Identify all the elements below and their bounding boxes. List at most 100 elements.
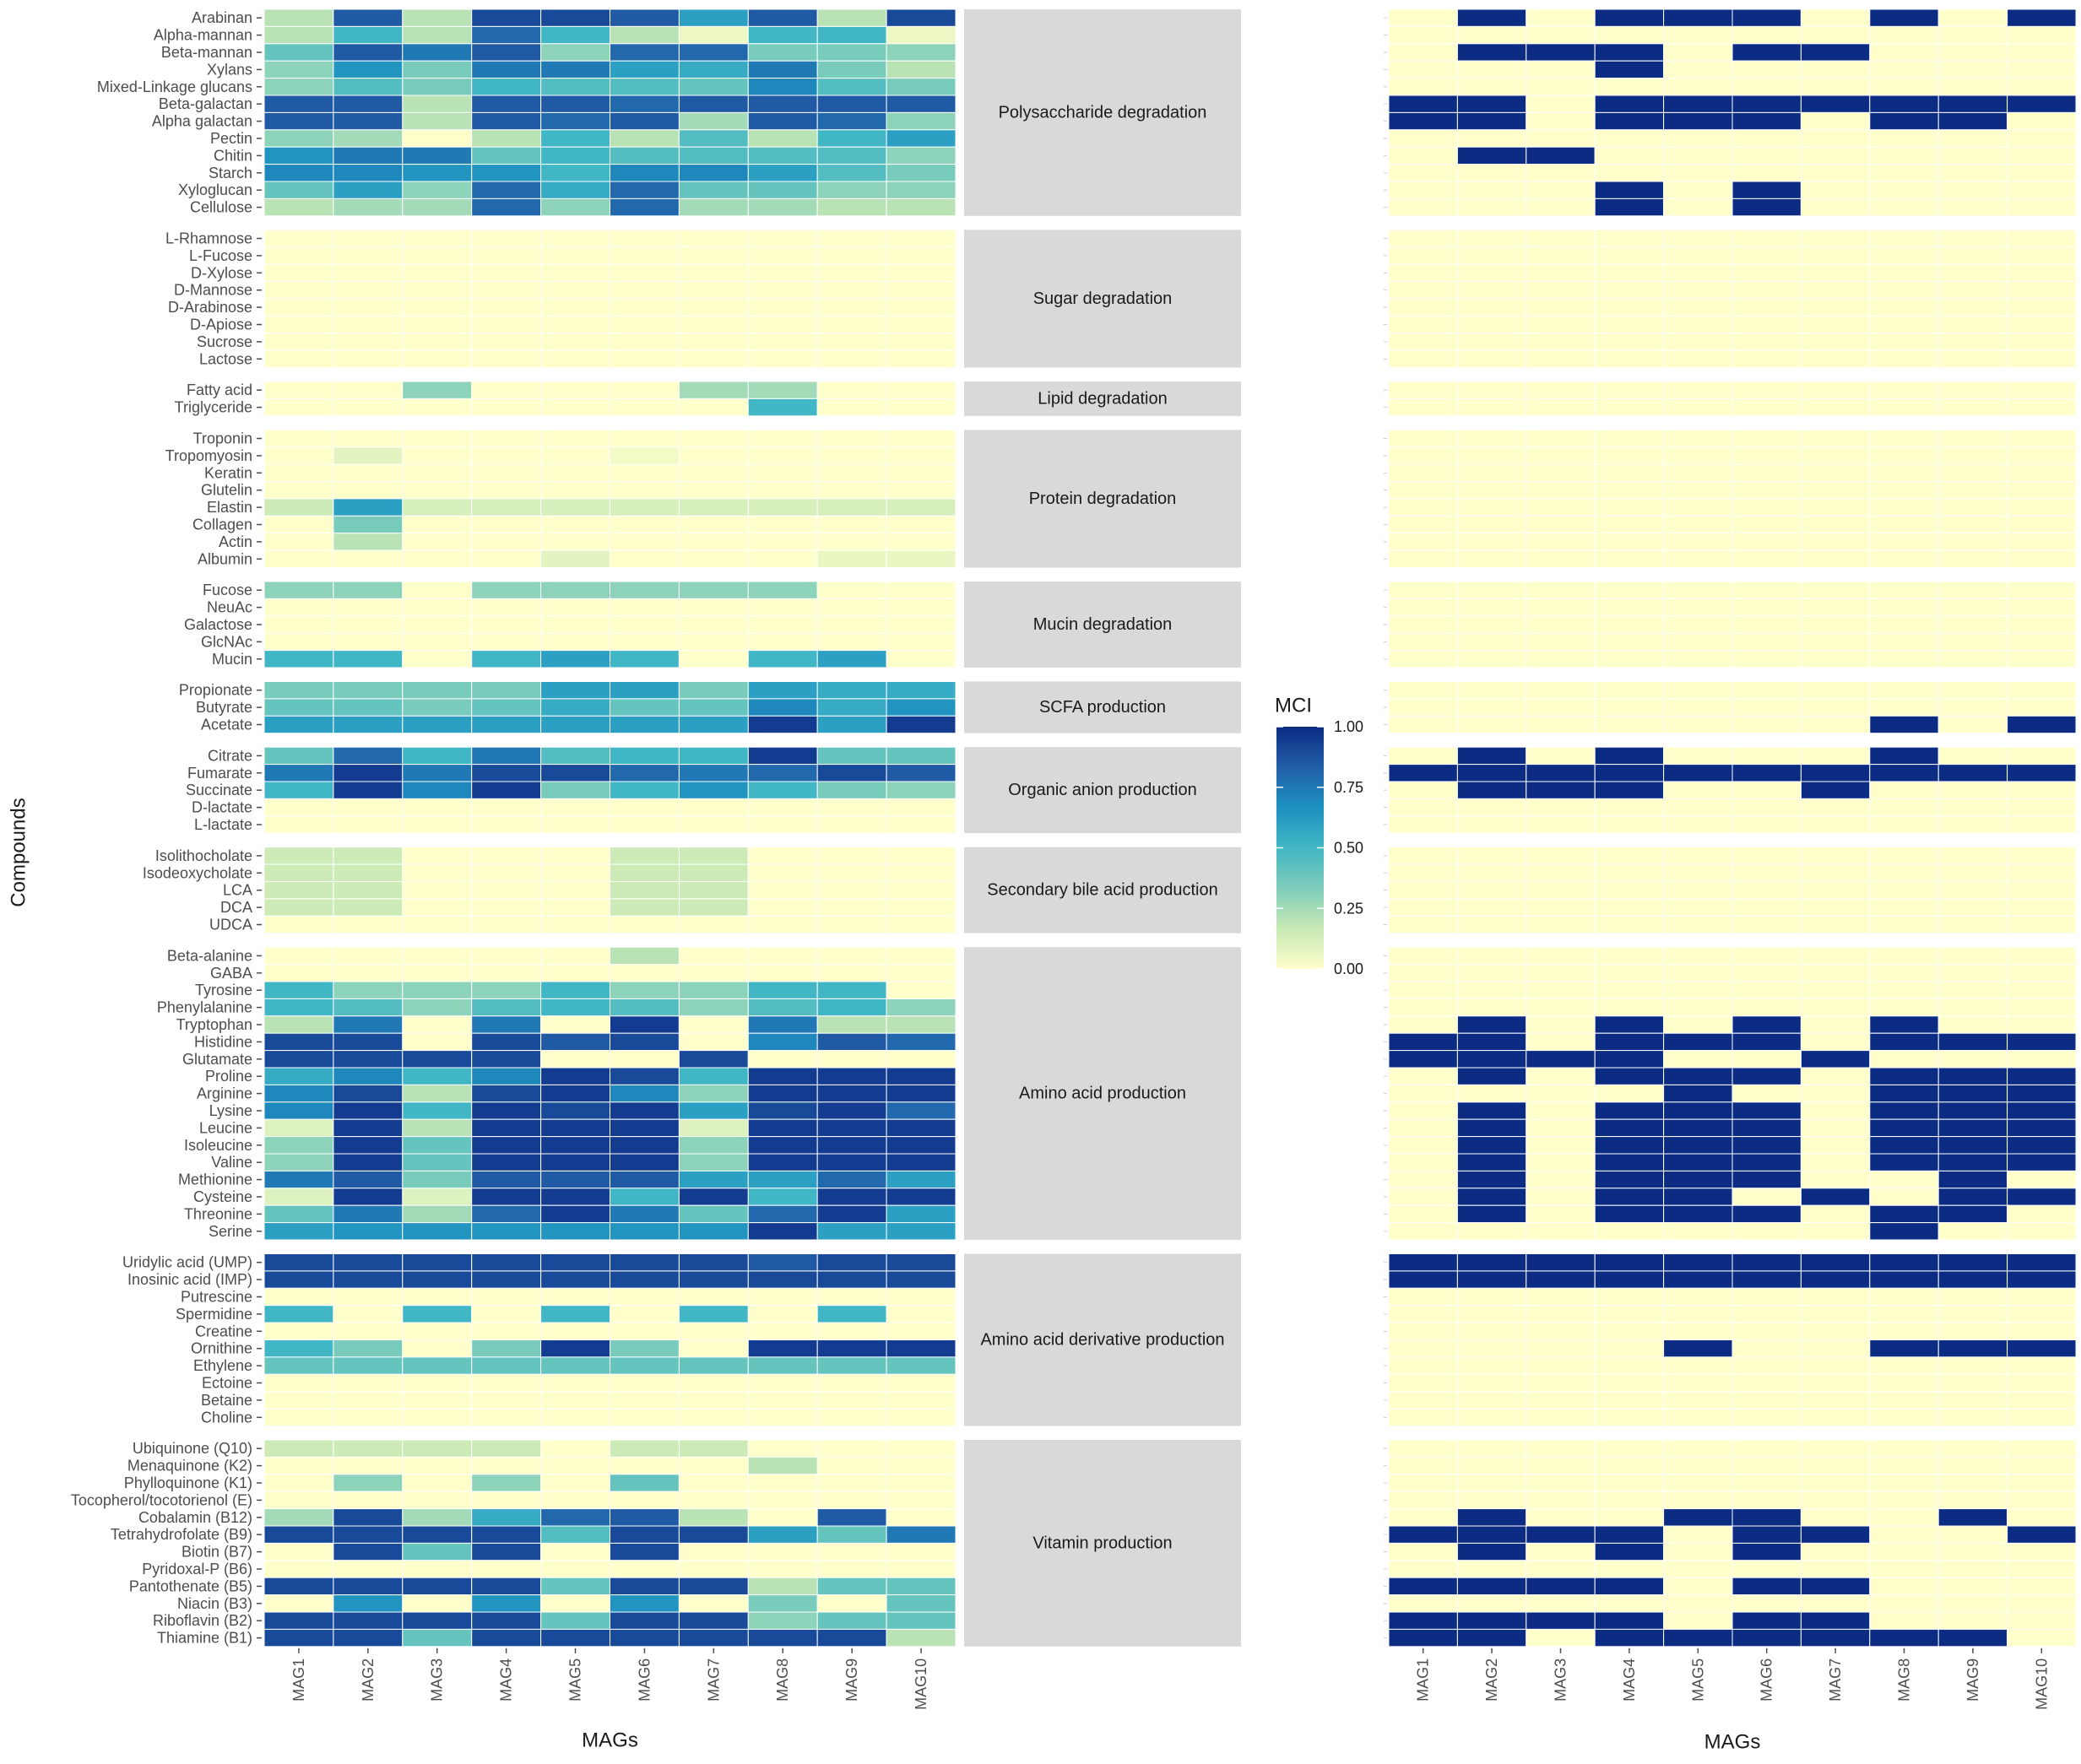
- mci-cell-albumin-mag10: [886, 549, 957, 568]
- row-label-pyridoxal-p-b6: Pyridoxal-P (B6): [142, 1561, 252, 1577]
- mci-cell-ethylene-mag9: [816, 1356, 887, 1375]
- mci-cell-uridylic-acid-ump-mag3: [402, 1253, 473, 1272]
- binary-cell-l-lactate-mag6: [1731, 815, 1802, 834]
- binary-cell-arabinan-mag6: [1731, 8, 1802, 27]
- mci-cell-citrate-mag2: [333, 746, 404, 766]
- mci-cell-ubiquinone-q10-mag4: [471, 1439, 542, 1458]
- mci-cell-betaine-mag5: [540, 1391, 610, 1410]
- mci-cell-cobalamin-b12-mag1: [263, 1508, 334, 1527]
- binary-cell-thiamine-b1-mag6: [1731, 1628, 1802, 1648]
- row-label-beta-alanine: Beta-alanine: [167, 947, 252, 964]
- binary-cell-l-fucose-mag4: [1594, 246, 1665, 265]
- mci-cell-isoleucine-mag10: [886, 1136, 957, 1155]
- mci-cell-inosinic-acid-imp-mag7: [678, 1270, 749, 1289]
- mci-cell-albumin-mag8: [747, 549, 818, 568]
- mci-cell-glutamate-mag7: [678, 1050, 749, 1069]
- mci-cell-pyridoxal-p-b6-mag7: [678, 1560, 749, 1578]
- binary-cell-starch-mag2: [1456, 164, 1527, 182]
- binary-cell-methionine-mag9: [1937, 1170, 2008, 1189]
- binary-cell-triglyceride-mag2: [1456, 398, 1527, 417]
- mci-cell-succinate-mag2: [333, 781, 404, 799]
- binary-cell-uridylic-acid-ump-mag5: [1663, 1253, 1733, 1272]
- binary-cell-pectin-mag9: [1937, 129, 2008, 148]
- mci-cell-histidine-mag7: [678, 1032, 749, 1052]
- binary-cell-galactose-mag1: [1388, 615, 1458, 634]
- binary-cell-keratin-mag3: [1526, 463, 1596, 482]
- mci-cell-beta-mannan-mag9: [816, 43, 887, 62]
- mci-cell-xyloglucan-mag8: [747, 181, 818, 199]
- mci-cell-arabinan-mag2: [333, 8, 404, 27]
- mci-cell-cellulose-mag1: [263, 198, 334, 217]
- binary-cell-tropomyosin-mag2: [1456, 446, 1527, 465]
- binary-cell-ethylene-mag10: [2007, 1356, 2077, 1375]
- binary-cell-beta-mannan-mag8: [1869, 43, 1939, 62]
- mci-cell-glutamate-mag10: [886, 1050, 957, 1069]
- mci-cell-methionine-mag6: [610, 1170, 680, 1189]
- mci-cell-pantothenate-b5-mag4: [471, 1577, 542, 1596]
- mci-cell-thiamine-b1-mag10: [886, 1628, 957, 1648]
- mci-cell-histidine-mag2: [333, 1032, 404, 1052]
- mci-cell-glcnac-mag8: [747, 632, 818, 652]
- binary-cell-starch-mag8: [1869, 164, 1939, 182]
- binary-cell-beta-galactan-mag4: [1594, 95, 1665, 113]
- mci-cell-beta-mannan-mag3: [402, 43, 473, 62]
- mci-cell-proline-mag10: [886, 1067, 957, 1085]
- mci-cell-d-xylose-mag9: [816, 263, 887, 283]
- binary-cell-isodeoxycholate-mag3: [1526, 863, 1596, 882]
- mci-cell-d-apiose-mag3: [402, 315, 473, 334]
- mci-cell-alpha-galactan-mag3: [402, 111, 473, 131]
- row-label-isodeoxycholate: Isodeoxycholate: [143, 864, 252, 881]
- mci-cell-lysine-mag7: [678, 1101, 749, 1120]
- binary-cell-phylloquinone-k1-mag7: [1800, 1474, 1871, 1492]
- mci-cell-putrescine-mag5: [540, 1287, 610, 1307]
- mci-cell-d-apiose-mag8: [747, 315, 818, 334]
- mci-cell-chitin-mag4: [471, 146, 542, 165]
- binary-cell-tocopherol-tocotorienol-e-mag8: [1869, 1491, 1939, 1510]
- mci-cell-ubiquinone-q10-mag6: [610, 1439, 680, 1458]
- mci-cell-d-apiose-mag4: [471, 315, 542, 334]
- mci-cell-serine-mag2: [333, 1222, 404, 1241]
- binary-cell-d-xylose-mag6: [1731, 263, 1802, 283]
- binary-cell-mucin-mag2: [1456, 650, 1527, 668]
- binary-cell-tyrosine-mag3: [1526, 981, 1596, 999]
- binary-cell-acetate-mag8: [1869, 715, 1939, 734]
- binary-cell-beta-alanine-mag7: [1800, 946, 1871, 966]
- mci-cell-tetrahydrofolate-b9-mag6: [610, 1525, 680, 1544]
- mci-cell-d-arabinose-mag3: [402, 298, 473, 317]
- mci-cell-pectin-mag4: [471, 129, 542, 148]
- binary-cell-beta-galactan-mag9: [1937, 95, 2008, 113]
- mci-cell-l-fucose-mag3: [402, 246, 473, 265]
- binary-cell-gaba-mag8: [1869, 964, 1939, 982]
- row-label-isoleucine: Isoleucine: [184, 1137, 252, 1154]
- mci-cell-galactose-mag6: [610, 615, 680, 634]
- binary-cell-actin-mag6: [1731, 533, 1802, 551]
- binary-cell-threonine-mag1: [1388, 1204, 1458, 1224]
- mci-cell-albumin-mag9: [816, 549, 887, 568]
- mci-cell-mucin-mag2: [333, 650, 404, 668]
- mci-cell-keratin-mag7: [678, 463, 749, 482]
- binary-cell-alpha-mannan-mag5: [1663, 25, 1733, 45]
- binary-cell-beta-mannan-mag1: [1388, 43, 1458, 62]
- mci-cell-udca-mag10: [886, 915, 957, 934]
- mci-cell-propionate-mag7: [678, 681, 749, 700]
- mci-cell-beta-alanine-mag9: [816, 946, 887, 966]
- mci-cell-sucrose-mag4: [471, 333, 542, 351]
- mci-cell-betaine-mag1: [263, 1391, 334, 1410]
- mci-cell-creatine-mag3: [402, 1322, 473, 1340]
- mci-cell-ectoine-mag3: [402, 1373, 473, 1393]
- mci-cell-leucine-mag6: [610, 1118, 680, 1138]
- binary-cell-pectin-mag5: [1663, 129, 1733, 148]
- binary-cell-d-lactate-mag3: [1526, 798, 1596, 817]
- binary-cell-udca-mag3: [1526, 915, 1596, 934]
- binary-cell-beta-galactan-mag1: [1388, 95, 1458, 113]
- row-label-niacin-b3: Niacin (B3): [177, 1595, 252, 1612]
- row-label-dca: DCA: [220, 899, 252, 916]
- mci-cell-isolithocholate-mag9: [816, 847, 887, 865]
- binary-cell-tocopherol-tocotorienol-e-mag5: [1663, 1491, 1733, 1510]
- mci-cell-phylloquinone-k1-mag6: [610, 1474, 680, 1492]
- binary-cell-tetrahydrofolate-b9-mag2: [1456, 1525, 1527, 1544]
- binary-cell-alpha-galactan-mag1: [1388, 111, 1458, 131]
- mci-cell-d-mannose-mag5: [540, 281, 610, 300]
- binary-cell-lactose-mag6: [1731, 349, 1802, 369]
- binary-cell-fumarate-mag9: [1937, 764, 2008, 782]
